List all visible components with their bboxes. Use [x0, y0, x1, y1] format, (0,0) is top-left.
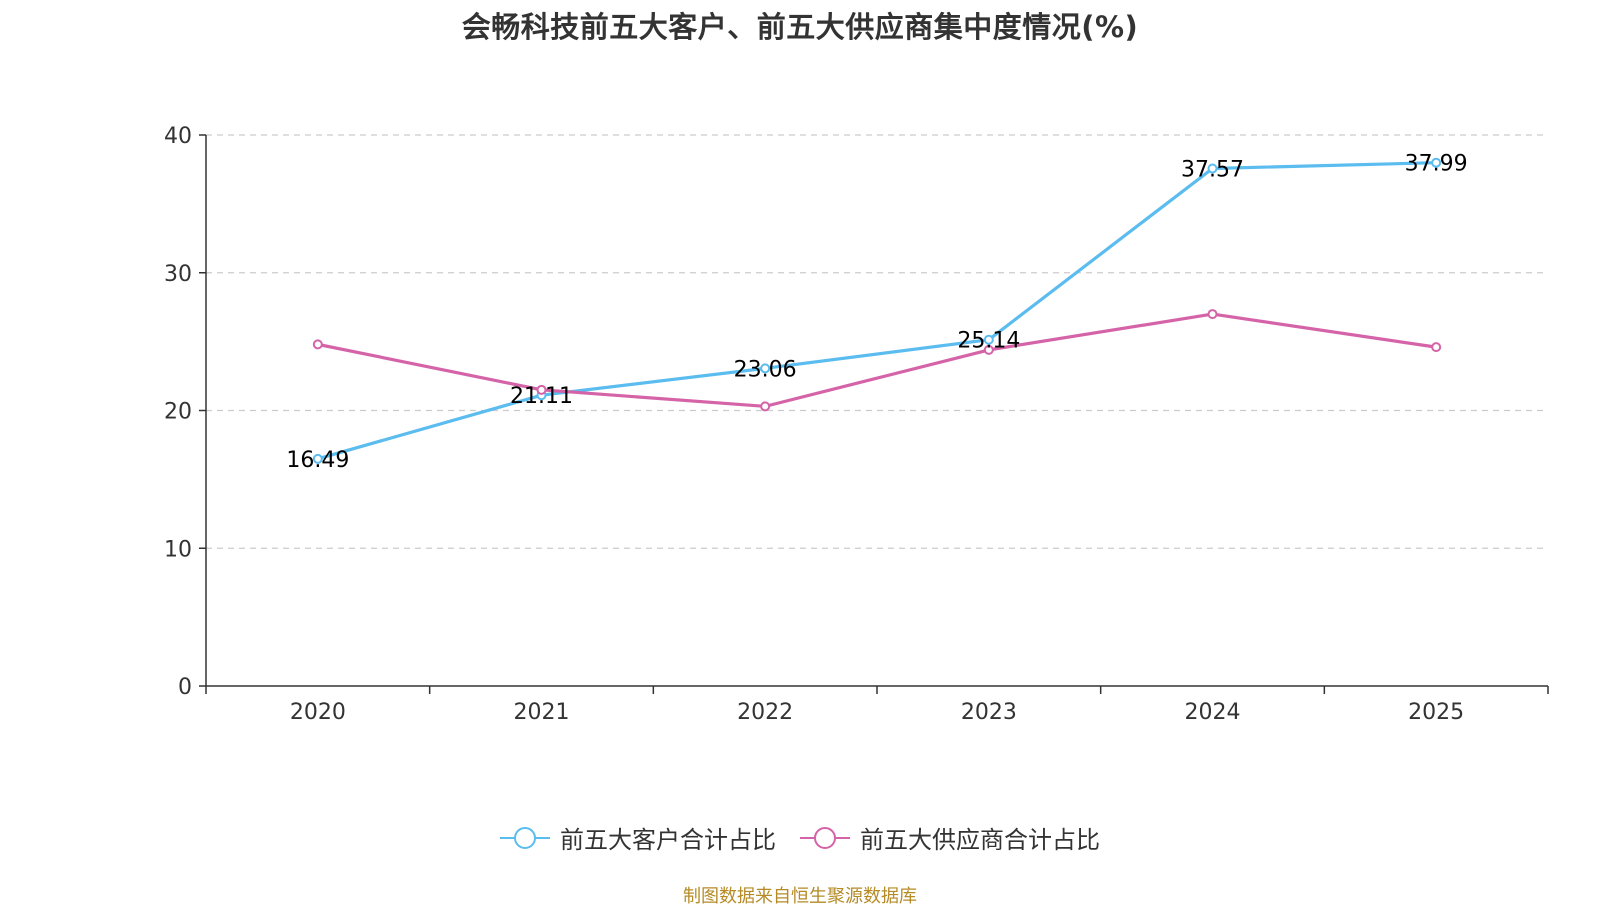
legend-label-customers: 前五大客户合计占比 — [560, 826, 776, 854]
series-line — [317, 312, 1437, 408]
y-tick-label: 0 — [178, 675, 192, 700]
data-point[interactable] — [1207, 309, 1218, 320]
x-tick-label: 2020 — [290, 700, 346, 725]
data-point[interactable] — [760, 401, 771, 412]
x-tick-label: 2024 — [1185, 700, 1241, 725]
source-note: 制图数据来自恒生聚源数据库 — [683, 886, 917, 907]
x-tick-label: 2021 — [514, 700, 570, 725]
data-label: 37.99 — [1405, 152, 1468, 177]
data-label: 16.49 — [286, 448, 349, 473]
series-line — [317, 161, 1437, 461]
data-point[interactable] — [760, 363, 771, 374]
legend-item-suppliers[interactable]: 前五大供应商合计占比 — [800, 820, 1100, 855]
chart-title: 会畅科技前五大客户、前五大供应商集中度情况(%) — [461, 10, 1139, 44]
data-label: 21.11 — [510, 384, 573, 409]
data-point[interactable] — [983, 334, 994, 345]
data-point[interactable] — [983, 344, 994, 355]
legend-label-suppliers: 前五大供应商合计占比 — [860, 826, 1100, 854]
legend-swatch-customers-icon — [500, 826, 550, 850]
x-tick-label: 2022 — [737, 700, 793, 725]
data-point[interactable] — [536, 384, 547, 395]
data-point[interactable] — [1207, 163, 1218, 174]
data-point[interactable] — [1431, 342, 1442, 353]
data-label: 37.57 — [1181, 157, 1244, 182]
data-point[interactable] — [312, 339, 323, 350]
y-tick-label: 30 — [164, 262, 192, 287]
data-point[interactable] — [1431, 157, 1442, 168]
legend-swatch-suppliers-icon — [800, 826, 850, 850]
x-tick-label: 2025 — [1408, 700, 1464, 725]
y-tick-label: 40 — [164, 124, 192, 149]
data-label: 23.06 — [734, 357, 797, 382]
x-tick-label: 2023 — [961, 700, 1017, 725]
data-point[interactable] — [312, 453, 323, 464]
legend-item-customers[interactable]: 前五大客户合计占比 — [500, 820, 776, 855]
legend: 前五大客户合计占比 前五大供应商合计占比 — [0, 820, 1600, 855]
y-tick-label: 20 — [164, 400, 192, 425]
y-tick-label: 10 — [164, 537, 192, 562]
data-label: 25.14 — [957, 329, 1020, 354]
